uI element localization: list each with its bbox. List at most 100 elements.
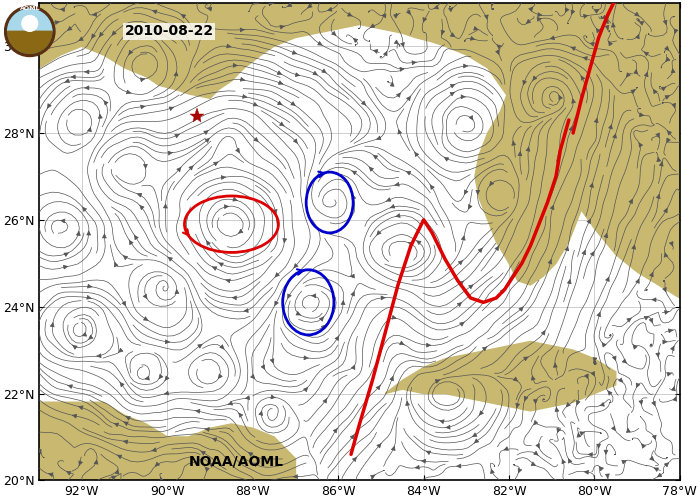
- FancyArrowPatch shape: [280, 25, 284, 29]
- FancyArrowPatch shape: [114, 423, 118, 427]
- FancyArrowPatch shape: [48, 473, 53, 476]
- FancyArrowPatch shape: [430, 184, 434, 189]
- Circle shape: [5, 6, 55, 57]
- FancyArrowPatch shape: [277, 101, 282, 105]
- FancyArrowPatch shape: [225, 205, 229, 208]
- FancyArrowPatch shape: [332, 32, 336, 36]
- FancyArrowPatch shape: [351, 365, 355, 369]
- FancyArrowPatch shape: [622, 460, 626, 464]
- FancyArrowPatch shape: [169, 24, 174, 27]
- FancyArrowPatch shape: [296, 312, 301, 315]
- FancyArrowPatch shape: [612, 356, 616, 360]
- FancyArrowPatch shape: [407, 96, 411, 101]
- Circle shape: [8, 9, 52, 54]
- FancyArrowPatch shape: [239, 413, 243, 417]
- FancyArrowPatch shape: [373, 50, 378, 53]
- FancyArrowPatch shape: [398, 130, 402, 134]
- FancyArrowPatch shape: [259, 411, 262, 415]
- FancyArrowPatch shape: [350, 434, 355, 439]
- FancyArrowPatch shape: [160, 477, 164, 481]
- FancyArrowPatch shape: [666, 58, 670, 62]
- FancyArrowPatch shape: [636, 35, 639, 39]
- FancyArrowPatch shape: [210, 463, 214, 467]
- FancyArrowPatch shape: [218, 374, 223, 378]
- FancyArrowPatch shape: [594, 118, 598, 123]
- FancyArrowPatch shape: [626, 428, 630, 432]
- FancyArrowPatch shape: [667, 372, 671, 376]
- FancyArrowPatch shape: [639, 22, 644, 25]
- FancyArrowPatch shape: [652, 298, 656, 302]
- FancyArrowPatch shape: [495, 245, 499, 250]
- FancyArrowPatch shape: [270, 359, 274, 363]
- FancyArrowPatch shape: [577, 433, 581, 437]
- FancyArrowPatch shape: [137, 193, 141, 197]
- FancyArrowPatch shape: [88, 284, 92, 288]
- FancyArrowPatch shape: [102, 234, 106, 238]
- FancyArrowPatch shape: [565, 246, 568, 251]
- FancyArrowPatch shape: [376, 385, 381, 390]
- FancyArrowPatch shape: [479, 411, 484, 415]
- FancyArrowPatch shape: [589, 183, 594, 187]
- Wedge shape: [8, 9, 52, 32]
- FancyArrowPatch shape: [76, 231, 80, 235]
- FancyArrowPatch shape: [415, 465, 419, 469]
- FancyArrowPatch shape: [554, 363, 557, 367]
- FancyArrowPatch shape: [524, 357, 528, 361]
- FancyArrowPatch shape: [220, 345, 224, 349]
- FancyArrowPatch shape: [581, 76, 584, 80]
- FancyArrowPatch shape: [295, 73, 300, 77]
- FancyArrowPatch shape: [352, 457, 357, 461]
- FancyArrowPatch shape: [195, 409, 200, 413]
- FancyArrowPatch shape: [384, 52, 387, 56]
- FancyArrowPatch shape: [145, 376, 149, 380]
- FancyArrowPatch shape: [87, 231, 90, 235]
- FancyArrowPatch shape: [55, 21, 60, 25]
- FancyArrowPatch shape: [572, 99, 575, 103]
- FancyArrowPatch shape: [593, 358, 597, 362]
- FancyArrowPatch shape: [666, 138, 671, 142]
- FancyArrowPatch shape: [497, 45, 501, 49]
- FancyArrowPatch shape: [312, 294, 316, 298]
- FancyArrowPatch shape: [635, 12, 639, 16]
- FancyArrowPatch shape: [550, 36, 554, 40]
- FancyArrowPatch shape: [233, 197, 237, 201]
- FancyArrowPatch shape: [669, 241, 673, 246]
- FancyArrowPatch shape: [227, 44, 231, 48]
- FancyArrowPatch shape: [531, 462, 536, 465]
- FancyArrowPatch shape: [662, 87, 666, 91]
- FancyArrowPatch shape: [83, 333, 87, 336]
- FancyArrowPatch shape: [174, 72, 178, 76]
- FancyArrowPatch shape: [604, 450, 608, 454]
- FancyArrowPatch shape: [169, 107, 174, 111]
- FancyArrowPatch shape: [537, 18, 541, 21]
- FancyArrowPatch shape: [566, 8, 569, 12]
- FancyArrowPatch shape: [164, 376, 169, 381]
- FancyArrowPatch shape: [226, 279, 230, 283]
- FancyArrowPatch shape: [112, 31, 116, 36]
- FancyArrowPatch shape: [253, 102, 258, 106]
- FancyArrowPatch shape: [528, 7, 533, 11]
- FancyArrowPatch shape: [47, 104, 51, 109]
- FancyArrowPatch shape: [405, 401, 409, 405]
- FancyArrowPatch shape: [414, 152, 419, 157]
- FancyArrowPatch shape: [587, 219, 591, 223]
- FancyArrowPatch shape: [400, 43, 405, 47]
- FancyArrowPatch shape: [626, 73, 631, 77]
- FancyArrowPatch shape: [663, 288, 666, 292]
- FancyArrowPatch shape: [536, 444, 539, 448]
- FancyArrowPatch shape: [633, 345, 637, 349]
- FancyArrowPatch shape: [473, 433, 477, 437]
- FancyArrowPatch shape: [461, 236, 466, 240]
- FancyArrowPatch shape: [127, 90, 131, 94]
- Circle shape: [22, 16, 38, 32]
- FancyArrowPatch shape: [79, 461, 83, 465]
- FancyArrowPatch shape: [664, 208, 667, 213]
- FancyArrowPatch shape: [457, 302, 462, 307]
- FancyArrowPatch shape: [423, 18, 426, 22]
- FancyArrowPatch shape: [341, 301, 345, 305]
- FancyArrowPatch shape: [606, 474, 609, 478]
- FancyArrowPatch shape: [649, 318, 653, 323]
- FancyArrowPatch shape: [46, 33, 49, 37]
- FancyArrowPatch shape: [248, 452, 253, 456]
- FancyArrowPatch shape: [122, 255, 127, 260]
